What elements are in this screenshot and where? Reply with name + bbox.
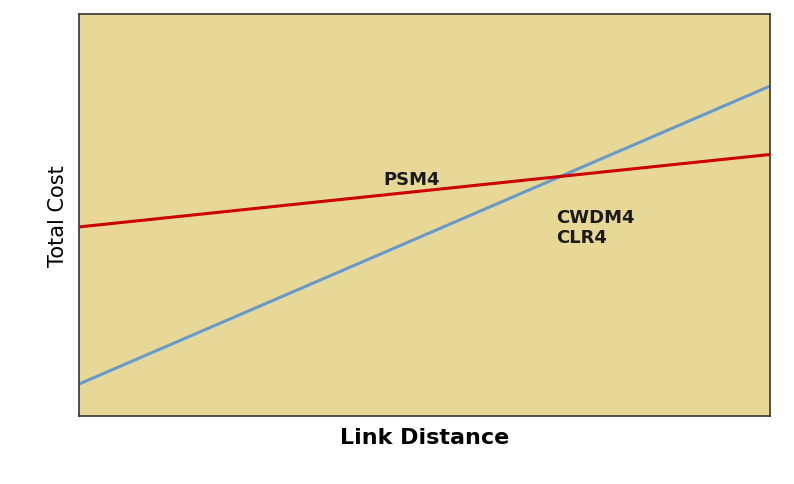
Text: CWDM4
CLR4: CWDM4 CLR4: [556, 208, 634, 247]
Y-axis label: Total Cost: Total Cost: [48, 165, 68, 266]
Text: PSM4: PSM4: [384, 170, 440, 188]
X-axis label: Link Distance: Link Distance: [340, 427, 510, 447]
